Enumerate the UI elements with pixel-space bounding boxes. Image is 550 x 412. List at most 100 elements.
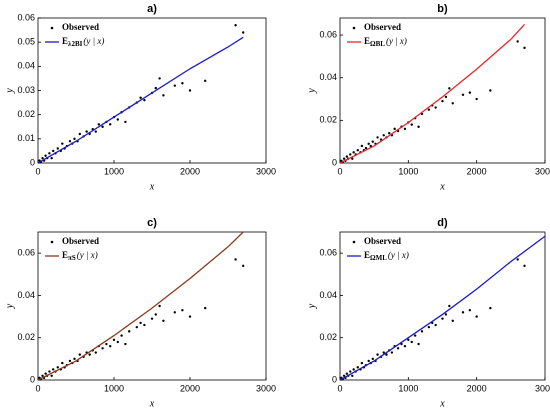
legend-label: Eλ2BI(y | x) xyxy=(62,36,104,48)
data-point xyxy=(109,123,112,126)
data-point xyxy=(410,340,413,344)
data-point xyxy=(162,94,165,97)
legend-subscript: ΩML xyxy=(370,254,387,262)
data-point xyxy=(444,95,448,99)
data-point xyxy=(112,338,116,342)
data-point xyxy=(181,309,184,312)
data-point xyxy=(451,102,454,105)
data-point xyxy=(349,153,352,156)
data-point xyxy=(128,330,131,333)
data-point xyxy=(468,309,472,312)
panel: a) x y 0 1000 2000 3000 0 0.01 0.02 0.03 0.04 0.05 0.… xyxy=(4,3,276,192)
data-point xyxy=(135,325,138,329)
x-tick-label: 2000 xyxy=(180,166,200,176)
data-point xyxy=(52,149,55,153)
x-axis-label: x xyxy=(439,398,445,409)
legend-label: EΩBL(y | x) xyxy=(364,36,407,48)
y-tick-label: 0 xyxy=(332,374,337,384)
data-point xyxy=(475,315,478,318)
legend-name: E xyxy=(62,36,68,46)
data-point xyxy=(85,130,88,133)
data-point xyxy=(88,353,91,356)
legend-suffix: (y | x) xyxy=(77,250,98,260)
data-point xyxy=(139,96,142,99)
plot-area xyxy=(340,235,545,380)
data-point xyxy=(403,127,407,131)
data-point xyxy=(204,306,207,310)
plot-area xyxy=(340,23,526,163)
panel: b) x y 0 1000 2000 3000 0 0.02 0.04 0.06 Observed EΩ… xyxy=(306,3,550,192)
data-point xyxy=(352,151,355,154)
data-point xyxy=(50,156,53,160)
data-point xyxy=(101,347,104,350)
data-point xyxy=(56,366,59,369)
data-point xyxy=(41,156,44,160)
y-tick-label: 0 xyxy=(30,157,35,167)
data-point xyxy=(143,98,146,102)
y-axis-label: y xyxy=(4,88,15,94)
data-point xyxy=(120,334,123,337)
data-point xyxy=(242,31,245,34)
y-tick-label: 0.04 xyxy=(319,72,337,82)
data-point xyxy=(489,306,492,310)
data-point xyxy=(448,87,451,90)
x-tick-label: 0 xyxy=(35,383,40,393)
data-point xyxy=(369,144,372,148)
data-point xyxy=(468,91,472,94)
data-point xyxy=(489,89,492,92)
data-point xyxy=(393,127,396,131)
data-point xyxy=(154,86,157,90)
data-point xyxy=(461,311,465,314)
legend-name: E xyxy=(364,250,370,260)
data-point xyxy=(345,155,349,158)
data-point xyxy=(234,258,237,261)
legend-marker xyxy=(352,26,356,30)
x-tick-label: 1000 xyxy=(398,166,418,176)
data-point xyxy=(73,137,76,141)
legend-suffix: (y | x) xyxy=(386,36,407,46)
data-point xyxy=(116,118,120,121)
axes-box xyxy=(37,231,267,381)
data-point xyxy=(204,79,207,83)
x-tick-label: 0 xyxy=(35,166,40,176)
fit-line xyxy=(340,235,545,380)
data-point xyxy=(124,120,127,124)
data-point xyxy=(101,125,104,128)
panel-title: b) xyxy=(437,3,448,15)
data-point xyxy=(444,313,448,316)
data-point xyxy=(417,342,420,346)
legend-suffix: (y | x) xyxy=(388,250,409,260)
data-point xyxy=(371,140,374,143)
legend-label: Observed xyxy=(62,22,99,32)
legend-subscript: πS xyxy=(68,254,76,262)
data-point xyxy=(516,258,519,261)
y-tick-label: 0.04 xyxy=(17,61,35,71)
data-point xyxy=(162,319,165,322)
panel-title: a) xyxy=(147,3,157,15)
data-point xyxy=(349,370,352,373)
data-point xyxy=(523,46,526,50)
data-point xyxy=(173,84,176,87)
data-point xyxy=(364,146,368,150)
axes-box xyxy=(339,231,546,381)
panel-title: d) xyxy=(437,217,448,229)
data-point xyxy=(143,323,146,327)
data-point xyxy=(78,132,82,136)
data-point xyxy=(97,123,101,126)
x-tick-label: 2000 xyxy=(180,383,200,393)
data-point xyxy=(105,342,108,346)
data-point xyxy=(523,264,526,268)
y-tick-label: 0.06 xyxy=(17,12,35,22)
panel-title: c) xyxy=(147,217,157,229)
y-axis-label: y xyxy=(306,88,317,94)
x-tick-label: 2000 xyxy=(467,383,487,393)
data-point xyxy=(371,357,374,361)
data-point xyxy=(434,323,437,327)
data-point xyxy=(410,123,413,126)
data-point xyxy=(52,368,55,371)
y-tick-label: 0.02 xyxy=(319,115,337,125)
y-tick-label: 0.01 xyxy=(17,133,35,143)
panel: c) x y 0 1000 2000 3000 0 0.02 0.04 0.06 Observed Eπ… xyxy=(4,217,276,409)
x-tick-label: 0 xyxy=(337,383,342,393)
data-point xyxy=(345,372,349,375)
